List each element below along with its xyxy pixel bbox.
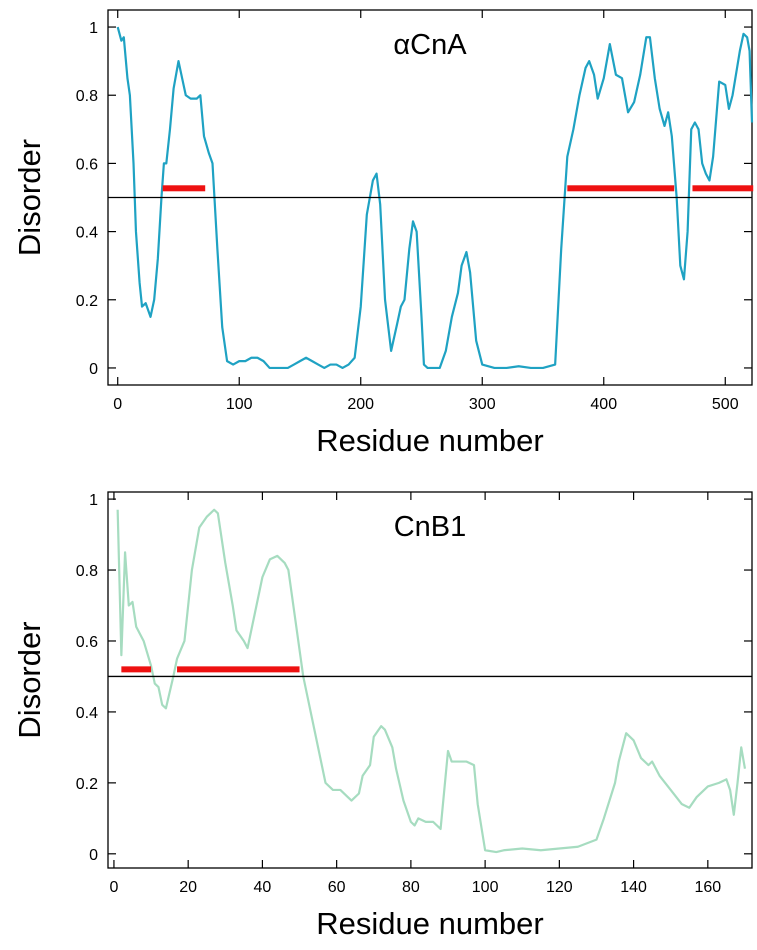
x-tick-label: 160: [694, 879, 721, 896]
y-tick-label: 0.2: [76, 293, 98, 310]
x-tick-label: 20: [179, 879, 197, 896]
x-tick-label: 60: [328, 879, 346, 896]
disordered-region: [567, 185, 675, 192]
disorder-line: [116, 508, 747, 854]
y-tick-label: 0: [89, 361, 98, 378]
x-tick-label: 40: [254, 879, 272, 896]
y-tick-label: 0.6: [76, 156, 98, 173]
x-tick-label: 120: [546, 879, 573, 896]
disordered-region: [121, 666, 152, 673]
x-tick-label: 0: [109, 879, 118, 896]
y-axis-label: Disorder: [12, 139, 47, 256]
plot-title: αCnA: [393, 29, 467, 61]
disordered-region: [177, 666, 300, 673]
x-tick-label: 0: [113, 396, 122, 413]
y-tick-label: 0.8: [76, 563, 98, 580]
y-tick-label: 1: [89, 20, 98, 37]
y-tick-label: 0.8: [76, 88, 98, 105]
plot-frame: [107, 491, 753, 869]
x-tick-label: 100: [472, 879, 499, 896]
y-axis-label: Disorder: [12, 621, 47, 738]
x-tick-label: 80: [402, 879, 420, 896]
y-tick-label: 0.4: [76, 705, 98, 722]
x-tick-label: 200: [347, 396, 374, 413]
x-tick-label: 400: [590, 396, 617, 413]
y-tick-label: 0.2: [76, 776, 98, 793]
y-tick-label: 1: [89, 492, 98, 509]
x-tick-label: 300: [469, 396, 496, 413]
disorder-line: [116, 26, 754, 370]
x-axis-label: Residue number: [316, 423, 543, 458]
y-tick-label: 0.4: [76, 225, 98, 242]
y-tick-label: 0.6: [76, 634, 98, 651]
disordered-region: [162, 185, 206, 192]
disordered-region: [692, 185, 754, 192]
x-tick-label: 100: [226, 396, 253, 413]
plot-title: CnB1: [394, 511, 467, 543]
x-tick-label: 140: [620, 879, 647, 896]
x-tick-label: 500: [712, 396, 739, 413]
y-tick-label: 0: [89, 847, 98, 864]
x-axis-label: Residue number: [316, 906, 543, 941]
